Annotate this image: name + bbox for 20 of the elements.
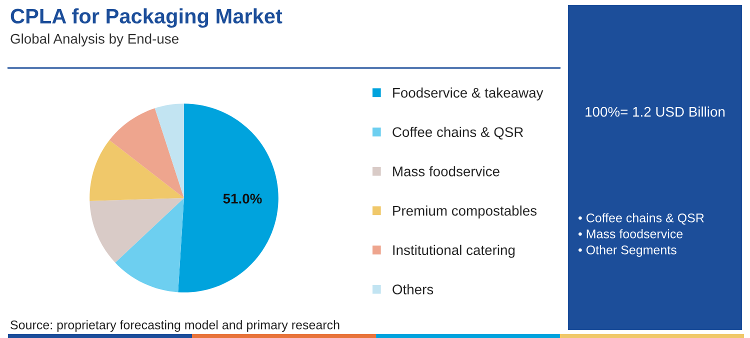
data-label: 51.0% (223, 194, 262, 204)
pie-slice (109, 108, 184, 198)
pie-slice (90, 198, 184, 263)
pie-slice (154, 104, 184, 198)
legend-label: Foodservice & takeaway (393, 88, 544, 100)
text: • Mass foodservice (578, 229, 683, 238)
legend-label: Mass foodservice (393, 166, 500, 176)
legend-label: Others (392, 284, 434, 294)
text: • Coffee chains & QSR (578, 213, 704, 225)
chart-title: CPLA for Packaging Market (10, 8, 282, 28)
chart-subtitle: Global Analysis by End-use (10, 34, 178, 46)
legend-label: Institutional catering (393, 244, 515, 258)
legend-label: Coffee chains & QSR (392, 126, 524, 140)
text: • Other Segments (578, 245, 676, 257)
pie-slice (178, 104, 278, 292)
pie-slice (115, 198, 184, 292)
legend-label: Premium compostables (393, 206, 537, 218)
text: 100%= 1.2 USD Billion (586, 106, 725, 117)
pie-slice (90, 140, 184, 201)
source-note: Source: proprietary forecasting model and primary research (10, 320, 340, 332)
